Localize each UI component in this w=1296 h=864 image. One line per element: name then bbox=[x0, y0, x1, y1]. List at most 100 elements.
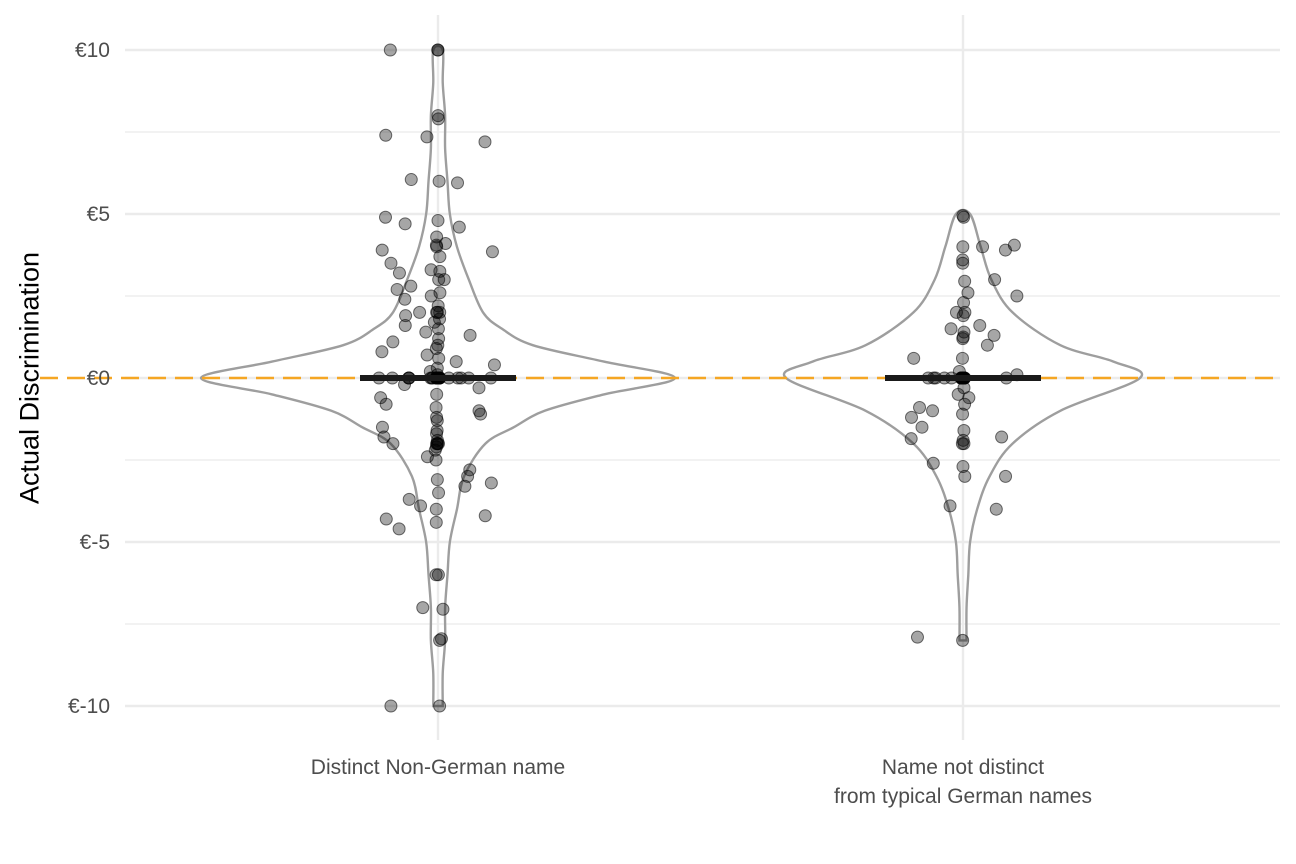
data-point bbox=[943, 499, 957, 513]
data-point bbox=[379, 397, 393, 411]
data-point bbox=[431, 43, 445, 57]
data-point bbox=[433, 699, 447, 713]
data-point bbox=[375, 420, 389, 434]
data-point bbox=[429, 401, 443, 415]
data-point bbox=[956, 209, 970, 223]
data-point bbox=[956, 407, 970, 421]
data-point bbox=[404, 279, 418, 293]
data-point bbox=[1010, 289, 1024, 303]
y-tick-label: €-5 bbox=[80, 531, 110, 554]
data-point bbox=[904, 432, 918, 446]
x-tick-label: Name not distinct bbox=[882, 756, 1044, 779]
data-point bbox=[433, 250, 447, 264]
data-point bbox=[375, 345, 389, 359]
data-point bbox=[452, 220, 466, 234]
data-point bbox=[398, 292, 412, 306]
data-point bbox=[384, 699, 398, 713]
data-point bbox=[432, 486, 446, 500]
y-axis-title: Actual Discrimination bbox=[14, 251, 45, 505]
data-point bbox=[910, 630, 924, 644]
data-point bbox=[431, 109, 445, 123]
data-point bbox=[999, 469, 1013, 483]
data-point bbox=[430, 387, 444, 401]
data-point bbox=[413, 305, 427, 319]
jitter-points bbox=[372, 43, 1024, 713]
data-point bbox=[474, 407, 488, 421]
data-point bbox=[432, 174, 446, 188]
data-point bbox=[404, 173, 418, 187]
data-point bbox=[956, 240, 970, 254]
data-point bbox=[429, 502, 443, 516]
data-point bbox=[485, 245, 499, 259]
data-point bbox=[427, 315, 441, 329]
data-point bbox=[377, 430, 391, 444]
data-point bbox=[976, 240, 990, 254]
data-point bbox=[461, 469, 475, 483]
data-point bbox=[429, 515, 443, 529]
y-axis-ticks: €-10 €-5 €0 €5 €10 bbox=[68, 39, 110, 718]
y-tick-label: €5 bbox=[87, 203, 110, 226]
data-point bbox=[390, 282, 404, 296]
y-tick-label: €-10 bbox=[68, 695, 110, 718]
data-point bbox=[956, 256, 970, 270]
data-point bbox=[430, 414, 444, 428]
data-point bbox=[398, 217, 412, 231]
data-point bbox=[956, 460, 970, 474]
data-point bbox=[973, 319, 987, 333]
data-point bbox=[962, 391, 976, 405]
data-point bbox=[449, 355, 463, 369]
data-point bbox=[957, 423, 971, 437]
data-point bbox=[915, 420, 929, 434]
data-point bbox=[998, 243, 1012, 257]
data-point bbox=[430, 473, 444, 487]
data-point bbox=[430, 240, 444, 254]
data-point bbox=[944, 322, 958, 336]
data-point bbox=[958, 397, 972, 411]
data-point bbox=[432, 273, 446, 287]
data-point bbox=[386, 437, 400, 451]
data-point bbox=[956, 633, 970, 647]
data-point bbox=[958, 469, 972, 483]
data-point bbox=[957, 296, 971, 310]
data-point bbox=[379, 128, 393, 142]
data-point bbox=[430, 427, 444, 441]
data-point bbox=[926, 404, 940, 418]
x-tick-label: Distinct Non-German name bbox=[311, 756, 565, 779]
data-point bbox=[392, 522, 406, 536]
data-point bbox=[378, 210, 392, 224]
data-point bbox=[402, 492, 416, 506]
data-point bbox=[420, 130, 434, 144]
data-point bbox=[414, 499, 428, 513]
data-point bbox=[392, 266, 406, 280]
y-tick-label: €10 bbox=[75, 39, 110, 62]
data-point bbox=[398, 319, 412, 333]
data-point bbox=[433, 633, 447, 647]
data-point bbox=[432, 332, 446, 346]
data-point bbox=[375, 243, 389, 257]
data-point bbox=[905, 410, 919, 424]
data-point bbox=[419, 325, 433, 339]
data-point bbox=[386, 335, 400, 349]
data-point bbox=[429, 453, 443, 467]
data-point bbox=[472, 381, 486, 395]
data-point bbox=[907, 351, 921, 365]
data-point bbox=[432, 351, 446, 365]
data-point bbox=[956, 332, 970, 346]
data-point bbox=[429, 341, 443, 355]
data-point bbox=[956, 309, 970, 323]
data-point bbox=[436, 602, 450, 616]
data-point bbox=[431, 322, 445, 336]
data-point bbox=[463, 328, 477, 342]
data-point bbox=[926, 456, 940, 470]
data-point bbox=[458, 479, 472, 493]
data-point bbox=[433, 305, 447, 319]
data-point bbox=[958, 274, 972, 288]
data-point bbox=[379, 512, 393, 526]
data-point bbox=[399, 309, 413, 323]
data-point bbox=[995, 430, 1009, 444]
data-point bbox=[478, 509, 492, 523]
data-point bbox=[989, 502, 1003, 516]
data-point bbox=[956, 253, 970, 267]
x-tick-label: from typical German names bbox=[834, 785, 1092, 808]
